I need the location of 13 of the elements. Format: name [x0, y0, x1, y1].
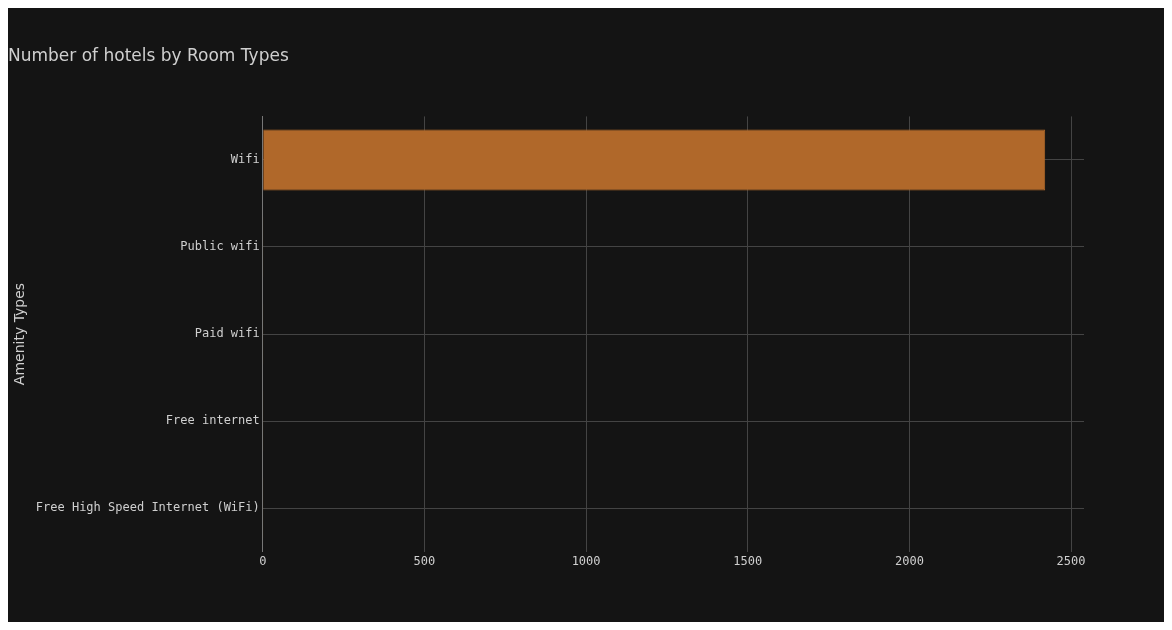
x-tick-label: 2000 — [894, 553, 924, 568]
y-tick-label: Free High Speed Internet (WiFi) — [35, 500, 260, 515]
y-axis-title: Amenity Types — [11, 282, 28, 386]
y-tick-label: Paid wifi — [194, 326, 260, 341]
y-tick-label: Public wifi — [180, 239, 260, 254]
x-tick-label: 500 — [413, 553, 436, 568]
x-tick-label: 2500 — [1056, 553, 1086, 568]
chart-title: Number of hotels by Room Types — [8, 44, 289, 65]
y-tick-label: Wifi — [230, 152, 260, 167]
x-tick-label: 1500 — [733, 553, 763, 568]
x-tick-label: 0 — [259, 553, 267, 568]
x-tick-label: 1000 — [571, 553, 601, 568]
y-tick-label: Free internet — [165, 413, 260, 428]
